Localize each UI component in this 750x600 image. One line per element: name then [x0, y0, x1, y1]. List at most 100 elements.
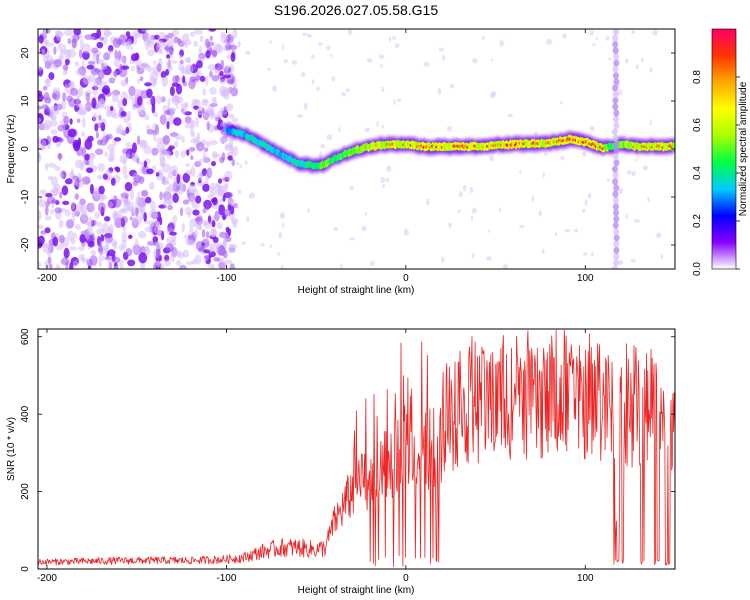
- noise-blob: [219, 70, 224, 77]
- noise-blob: [191, 98, 200, 104]
- noise-blob: [120, 65, 130, 70]
- noise-blob: [131, 96, 136, 106]
- interference-cell: [612, 203, 619, 211]
- noise-blob: [140, 261, 146, 269]
- noise-blob: [201, 99, 209, 107]
- noise-blob: [660, 254, 664, 259]
- noise-blob: [38, 117, 42, 123]
- noise-blob: [174, 133, 182, 141]
- noise-blob: [64, 83, 69, 93]
- noise-blob: [381, 124, 384, 128]
- noise-blob: [224, 184, 229, 193]
- noise-blob: [38, 35, 44, 44]
- noise-blob: [122, 164, 127, 176]
- noise-blob: [53, 46, 57, 55]
- noise-blob: [211, 49, 218, 58]
- noise-blob: [125, 126, 130, 134]
- noise-blob: [112, 210, 118, 219]
- noise-blob: [87, 60, 95, 65]
- noise-blob: [361, 225, 367, 232]
- noise-blob: [152, 248, 161, 259]
- noise-blob: [45, 193, 53, 198]
- noise-blob: [345, 88, 350, 93]
- noise-blob: [626, 170, 632, 175]
- noise-blob: [117, 50, 122, 61]
- noise-blob: [218, 261, 226, 269]
- snr-y-tick-label: 600: [20, 328, 31, 345]
- noise-blob: [62, 123, 66, 133]
- noise-blob: [179, 207, 184, 217]
- noise-blob: [196, 132, 201, 140]
- noise-blob: [76, 118, 81, 123]
- noise-blob: [156, 242, 164, 250]
- noise-blob: [212, 153, 221, 158]
- noise-blob: [583, 252, 588, 256]
- noise-blob: [101, 88, 109, 94]
- noise-blob: [169, 107, 177, 113]
- noise-blob: [189, 225, 194, 236]
- noise-blob: [193, 229, 199, 238]
- noise-blob: [105, 169, 113, 176]
- noise-blob: [149, 71, 159, 83]
- interference-cell: [612, 153, 619, 161]
- noise-blob: [311, 54, 315, 59]
- noise-blob: [169, 231, 177, 236]
- noise-blob: [499, 207, 502, 213]
- noise-blob: [149, 181, 155, 191]
- noise-blob: [538, 210, 542, 217]
- noise-blob: [462, 184, 467, 192]
- interference-cell: [612, 90, 619, 98]
- noise-blob: [223, 94, 230, 100]
- noise-blob: [170, 165, 178, 176]
- noise-blob: [54, 165, 61, 171]
- snr-frame: [37, 328, 676, 570]
- interference-cell: [612, 115, 619, 123]
- noise-blob: [45, 77, 52, 88]
- noise-blob: [41, 122, 50, 131]
- noise-blob: [231, 117, 239, 123]
- colorbar: 0.0 0.2 0.4 0.6 0.8 Normalized spectral ampl…: [692, 28, 749, 276]
- interference-cell: [613, 240, 620, 248]
- noise-blob: [182, 172, 190, 183]
- interference-cell: [612, 47, 619, 55]
- noise-blob: [230, 52, 236, 63]
- interference-cell: [612, 97, 619, 104]
- noise-blob: [62, 200, 70, 205]
- noise-blob: [209, 186, 213, 197]
- snr-x-tick-label: -100: [216, 573, 236, 584]
- noise-blob: [385, 177, 390, 182]
- colorbar-tick-label: 0.2: [692, 214, 703, 228]
- noise-blob: [47, 256, 52, 265]
- noise-blob: [64, 49, 72, 60]
- noise-blob: [211, 228, 217, 238]
- noise-blob: [122, 98, 128, 107]
- noise-blob: [195, 116, 200, 127]
- noise-blob: [56, 31, 64, 37]
- noise-blob: [582, 208, 586, 213]
- noise-blob: [180, 150, 186, 158]
- noise-blob: [378, 54, 385, 59]
- noise-blob: [403, 228, 409, 236]
- noise-blob: [91, 47, 99, 54]
- noise-blob: [138, 176, 145, 185]
- noise-blob: [196, 60, 203, 69]
- noise-blob: [108, 261, 113, 269]
- interference-cell: [613, 122, 620, 129]
- noise-blob: [69, 246, 78, 251]
- noise-blob: [380, 63, 383, 68]
- interference-cell: [612, 221, 619, 229]
- noise-blob: [127, 259, 136, 267]
- noise-blob: [112, 198, 122, 208]
- noise-blob: [215, 44, 224, 54]
- noise-blob: [162, 135, 171, 145]
- noise-blob: [96, 29, 102, 39]
- noise-blob: [74, 193, 79, 200]
- noise-blob: [112, 70, 118, 77]
- noise-blob: [144, 82, 152, 87]
- noise-blob: [229, 64, 235, 74]
- noise-blob: [605, 36, 610, 41]
- noise-blob: [235, 162, 240, 166]
- interference-cell: [613, 146, 620, 154]
- interference-cell: [612, 178, 619, 186]
